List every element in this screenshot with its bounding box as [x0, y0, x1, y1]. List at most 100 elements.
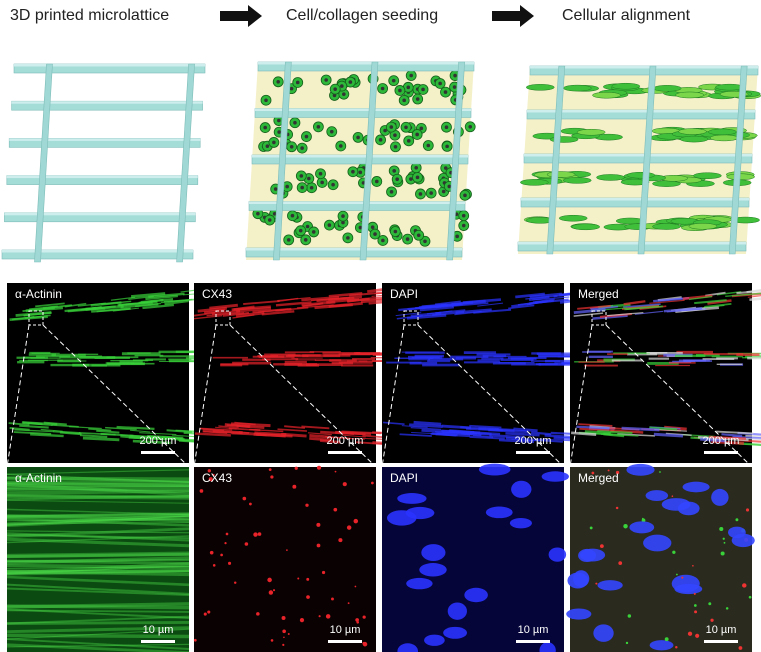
nucleus	[381, 238, 385, 243]
bar-top	[524, 154, 752, 157]
fiber	[6, 518, 190, 522]
fiber	[193, 314, 223, 320]
nucleus	[380, 86, 385, 91]
bar-top	[530, 66, 758, 69]
puncta	[220, 553, 223, 557]
fiber	[238, 431, 261, 435]
fiber	[209, 303, 239, 310]
puncta	[306, 577, 310, 581]
fiber	[30, 433, 64, 438]
puncta	[272, 589, 276, 592]
fiber	[6, 563, 190, 570]
puncta	[283, 636, 285, 639]
fiber	[277, 297, 299, 303]
nucleus	[286, 238, 291, 242]
nucleus	[263, 125, 267, 130]
fiber	[6, 488, 190, 492]
nucleus	[309, 185, 314, 190]
puncta	[591, 471, 595, 475]
puncta	[595, 582, 598, 585]
fiber	[6, 583, 190, 595]
fiber	[6, 476, 190, 482]
fiber	[529, 292, 563, 299]
panel-label: DAPI	[390, 471, 418, 485]
fiber	[6, 515, 190, 528]
puncta	[268, 590, 274, 595]
nucleus	[341, 220, 345, 225]
puncta	[722, 537, 725, 540]
aligned-cell	[596, 174, 625, 181]
fiber	[233, 305, 271, 311]
fiber	[473, 308, 512, 314]
panel-label: CX43	[202, 287, 232, 301]
fiber	[261, 310, 295, 316]
nucleus	[423, 239, 427, 244]
fiber	[6, 494, 190, 498]
nucleus	[356, 135, 360, 140]
bar-top	[521, 198, 749, 201]
scale-bar	[141, 451, 175, 454]
nucleus	[397, 643, 419, 652]
puncta	[292, 484, 297, 489]
nucleus	[443, 90, 448, 94]
fiber	[634, 310, 664, 315]
nucleus	[320, 180, 324, 185]
nucleus	[277, 130, 281, 134]
fiber	[128, 436, 166, 441]
fiber	[6, 513, 190, 519]
fiber	[35, 302, 65, 308]
fiber	[19, 424, 49, 429]
nucleus	[305, 224, 310, 229]
fiber	[508, 304, 535, 310]
nucleus	[597, 580, 623, 591]
aligned-cell	[679, 135, 709, 143]
nucleus	[289, 144, 294, 149]
nucleus	[338, 144, 343, 148]
nucleus	[419, 126, 424, 131]
aligned-cell	[715, 83, 744, 91]
nucleus	[409, 177, 413, 181]
aligned-cell	[693, 172, 722, 179]
nucleus	[406, 85, 411, 90]
zoom-box	[403, 310, 419, 326]
scale-label: 200 µm	[515, 435, 552, 447]
puncta	[306, 595, 310, 599]
scale-bar	[704, 451, 738, 454]
nucleus	[340, 84, 344, 88]
puncta	[675, 646, 678, 649]
fiber	[43, 421, 67, 426]
nucleus	[461, 213, 466, 218]
fiber	[6, 620, 190, 625]
puncta	[267, 577, 272, 583]
nucleus	[329, 129, 334, 134]
fiber	[515, 292, 546, 299]
puncta	[270, 639, 274, 642]
panel-label: DAPI	[390, 287, 418, 301]
puncta	[748, 595, 752, 599]
fiber	[128, 295, 154, 301]
fiber	[6, 494, 190, 501]
nucleus	[276, 79, 280, 84]
nucleus	[324, 78, 328, 82]
fiber	[215, 426, 237, 430]
fiber	[6, 532, 190, 542]
fiber	[477, 302, 504, 307]
fiber	[121, 301, 151, 306]
fiber	[6, 566, 190, 570]
fiber	[166, 429, 193, 434]
fiber	[301, 295, 340, 302]
panel-label: CX43	[202, 471, 232, 485]
puncta	[615, 470, 620, 475]
fiber	[211, 309, 241, 316]
fiber	[573, 308, 606, 314]
scale-bar	[516, 451, 550, 454]
fiber	[579, 427, 615, 432]
scale-bar	[704, 640, 738, 643]
fiber	[721, 433, 743, 438]
fiber	[434, 300, 461, 305]
nucleus	[416, 233, 421, 238]
fiber	[320, 430, 355, 435]
puncta	[282, 629, 286, 634]
puncta	[212, 473, 215, 477]
fiber	[252, 307, 292, 314]
